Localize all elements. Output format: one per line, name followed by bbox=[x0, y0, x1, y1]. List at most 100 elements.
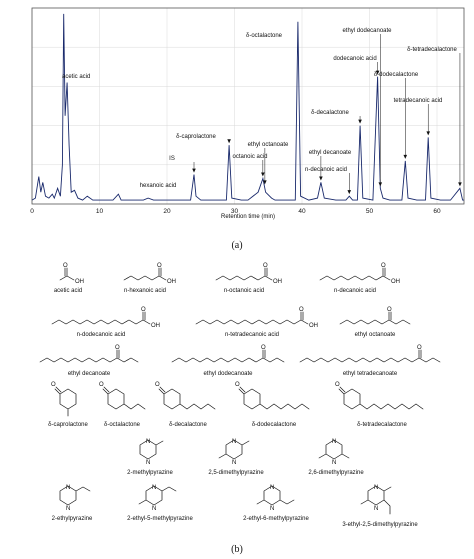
x-tick-labels: 0 10 20 30 40 50 60 bbox=[30, 208, 441, 215]
peak-annotations: acetic acid δ-caprolactone IS hexanoic acid… bbox=[62, 28, 462, 195]
peak-label: hexanoic acid bbox=[140, 183, 177, 189]
compound-name: δ-dodecalactone bbox=[252, 422, 297, 428]
atom-o: O bbox=[235, 382, 240, 388]
compound-name: ethyl octanoate bbox=[355, 332, 396, 338]
structure-2-5-dimethylpyrazine bbox=[218, 439, 250, 460]
structure-d-decalactone bbox=[158, 386, 216, 410]
peak-label: δ-octalactone bbox=[246, 33, 283, 39]
atom-o: O bbox=[155, 382, 160, 388]
chromatogram-figure: 0 10 20 30 40 50 60 acetic acid δ-caprolactone I… bbox=[30, 7, 465, 251]
atom-o: O bbox=[99, 382, 104, 388]
compound-name: 2-methylpyrazine bbox=[127, 470, 173, 476]
compound-name: 3-ethyl-2,5-dimethylpyrazine bbox=[342, 522, 418, 528]
atom-n: N bbox=[66, 485, 70, 491]
peak-label: δ-tetradecalactone bbox=[407, 47, 457, 53]
structure-2-ethylpyrazine bbox=[59, 485, 91, 506]
atom-n: N bbox=[152, 506, 156, 512]
atom-o: O bbox=[141, 307, 146, 313]
atom-n: N bbox=[374, 485, 378, 491]
peak-label: tetradecanoic acid bbox=[394, 98, 443, 104]
atom-o: O bbox=[51, 382, 56, 388]
compound-name: δ-tetradecalactone bbox=[357, 422, 407, 428]
leader-arrow bbox=[227, 139, 231, 144]
x-tick-label: 60 bbox=[433, 208, 441, 215]
compound-name: 2-ethylpyrazine bbox=[52, 516, 93, 522]
compound-name: ethyl tetradecanoate bbox=[343, 371, 398, 377]
peak-label: δ-dodecalactone bbox=[374, 72, 419, 78]
atom-o: O bbox=[263, 263, 268, 269]
compound-name: 2-ethyl-6-methylpyrazine bbox=[243, 516, 309, 522]
atom-n: N bbox=[146, 460, 150, 466]
structure-2-6-dimethylpyrazine bbox=[318, 439, 350, 460]
compound-name: δ-octalactone bbox=[104, 422, 141, 428]
leader-arrow bbox=[375, 70, 380, 75]
peak-label: δ-caprolactone bbox=[176, 134, 216, 140]
atom-n: N bbox=[374, 506, 378, 512]
peak-label: ethyl octanoate bbox=[248, 142, 289, 148]
structure-2-ethyl-6-methylpyrazine bbox=[256, 485, 295, 506]
structure-hexanoic-acid bbox=[123, 267, 167, 281]
atom-o: O bbox=[261, 345, 266, 351]
x-tick-label: 50 bbox=[366, 208, 374, 215]
atom-n: N bbox=[332, 439, 336, 445]
atom-o: O bbox=[417, 345, 422, 351]
atom-n: N bbox=[232, 460, 236, 466]
atom-o: O bbox=[115, 345, 120, 351]
peak-label: δ-decalactone bbox=[311, 110, 349, 116]
panel-a-caption: (a) bbox=[231, 240, 242, 251]
structure-ethyl-dodecanoate bbox=[171, 349, 285, 363]
leader-arrow bbox=[263, 180, 267, 185]
x-axis-label: Retention time (min) bbox=[221, 214, 275, 220]
structure-decanoic-acid bbox=[319, 267, 391, 281]
atom-n: N bbox=[146, 439, 150, 445]
compound-name: acetic acid bbox=[54, 288, 82, 294]
compound-name: n-dodecanoic acid bbox=[77, 332, 126, 338]
x-tick-label: 30 bbox=[231, 208, 239, 215]
atom-oh: OH bbox=[151, 323, 160, 329]
atom-oh: OH bbox=[75, 279, 84, 285]
structure-ethyl-decanoate bbox=[39, 349, 139, 363]
peak-label: IS bbox=[169, 156, 175, 162]
atom-n: N bbox=[332, 460, 336, 466]
leader-arrow bbox=[347, 190, 352, 195]
atom-n: N bbox=[270, 485, 274, 491]
atom-o: O bbox=[63, 263, 68, 269]
heteroatom-labels: O OH O OH O OH O OH O OH O OH O O O O O … bbox=[51, 263, 422, 512]
compound-name: n-decanoic acid bbox=[334, 288, 376, 294]
compound-name: 2,5-dimethylpyrazine bbox=[208, 470, 264, 476]
structures-figure: O OH O OH O OH O OH O OH O OH O O O O O … bbox=[39, 263, 441, 555]
atom-o: O bbox=[335, 382, 340, 388]
compound-name: δ-decalactone bbox=[169, 422, 207, 428]
leader-arrow bbox=[358, 119, 362, 124]
leader-arrow bbox=[319, 176, 323, 181]
x-tick-label: 0 bbox=[30, 208, 34, 215]
peak-label: n-decanoic acid bbox=[305, 167, 347, 173]
atom-n: N bbox=[66, 506, 70, 512]
compound-name: 2,6-dimethylpyrazine bbox=[308, 470, 364, 476]
compound-name: n-octanoic acid bbox=[224, 288, 264, 294]
atom-n: N bbox=[270, 506, 274, 512]
compound-name: n-tetradecanoic acid bbox=[225, 332, 279, 338]
structure-2-methylpyrazine bbox=[139, 439, 164, 460]
compound-name: ethyl dodecanoate bbox=[203, 371, 253, 377]
atom-o: O bbox=[299, 307, 304, 313]
structure-d-octalactone bbox=[102, 386, 146, 410]
leader-arrow bbox=[403, 154, 408, 159]
compound-name: δ-caprolactone bbox=[48, 422, 88, 428]
x-tick-label: 10 bbox=[96, 208, 104, 215]
compound-names: acetic acid n-hexanoic acid n-octanoic a… bbox=[48, 288, 418, 528]
structure-ethyl-octanoate bbox=[339, 311, 411, 325]
atom-o: O bbox=[381, 263, 386, 269]
leader-arrow bbox=[458, 182, 462, 187]
leader-arrow bbox=[378, 182, 383, 187]
structure-ethyl-tetradecanoate bbox=[299, 349, 441, 363]
structure-tetradecanoic-acid bbox=[195, 311, 309, 325]
structure-d-tetradecalactone bbox=[338, 386, 424, 410]
atom-n: N bbox=[232, 439, 236, 445]
structure-d-dodecalactone bbox=[238, 386, 310, 410]
peak-label: octanoic acid bbox=[232, 154, 267, 160]
atom-oh: OH bbox=[273, 279, 282, 285]
compound-name: n-hexanoic acid bbox=[124, 288, 166, 294]
peak-label: ethyl decanoate bbox=[309, 150, 352, 156]
leader-arrow bbox=[192, 168, 196, 173]
